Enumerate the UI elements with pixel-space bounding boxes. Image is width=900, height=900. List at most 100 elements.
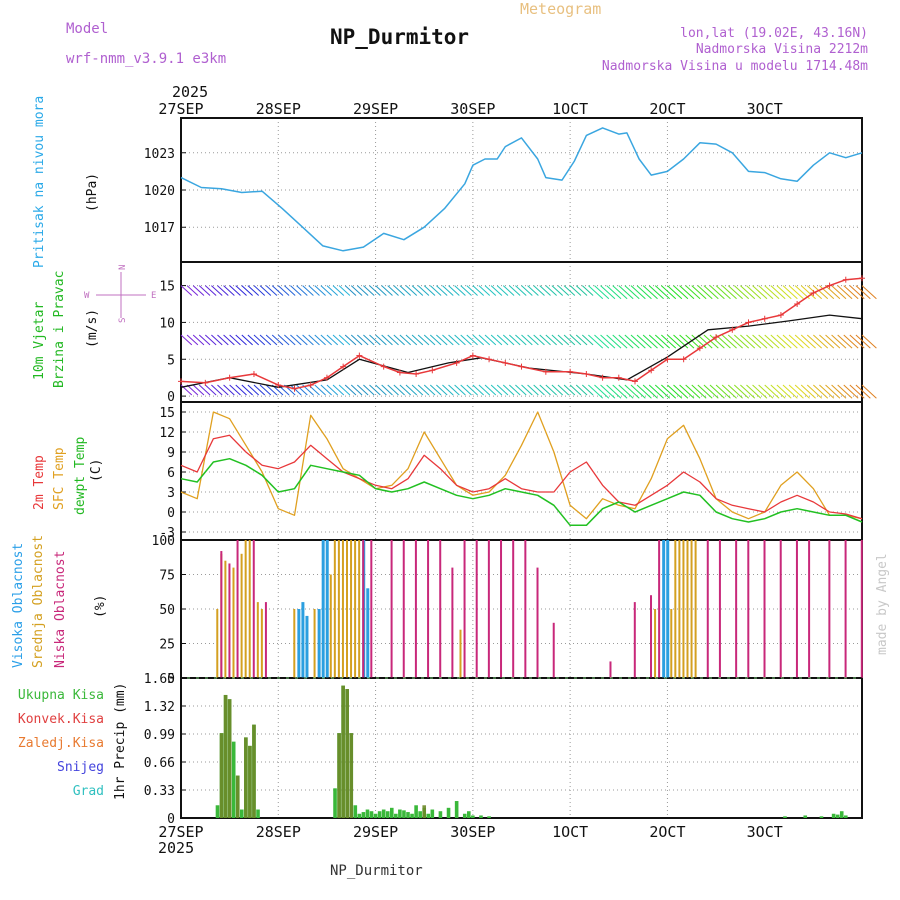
wind-barb <box>338 285 351 296</box>
cloud-bar <box>512 540 515 678</box>
wind-barb <box>198 334 211 346</box>
wind-barb <box>241 285 253 296</box>
cloud-bar <box>662 540 666 678</box>
cloud-label-1: Visoka Oblacnost <box>11 543 26 668</box>
precip-total-bar <box>438 811 443 818</box>
wind-barb <box>697 285 713 300</box>
wind-barb <box>788 285 804 300</box>
wind-barb <box>758 384 774 399</box>
wind-barb <box>624 334 640 349</box>
wind-barb <box>563 334 576 346</box>
cloud-bar <box>763 540 766 678</box>
wind-barb <box>752 384 768 399</box>
y-tick-label: 0 <box>167 812 175 827</box>
wind-barb <box>253 285 266 296</box>
year-bottom: 2025 <box>158 839 194 857</box>
cloud-bar <box>828 540 831 678</box>
wind-barb <box>326 285 339 296</box>
precip-total-bar <box>398 809 402 818</box>
wind-barb <box>454 285 466 296</box>
temp-label-2: SFC Temp <box>52 447 67 510</box>
wind-barb <box>344 334 357 346</box>
wind-barb <box>575 334 588 346</box>
cloud-bar <box>808 540 811 678</box>
panel-1: 0 5 10 15 <box>159 261 863 405</box>
wind-barb <box>746 285 762 300</box>
precip-total-bar <box>353 805 358 818</box>
wind-label-1: 10m Vjetar <box>32 302 47 380</box>
cloud-label-3: Niska Oblacnost <box>53 551 68 668</box>
wind-barb <box>685 334 701 349</box>
wind-barb <box>247 285 260 296</box>
wind-barb <box>247 334 260 346</box>
wind-barb <box>356 285 369 296</box>
wind-barb <box>819 334 835 349</box>
wind-barb <box>454 384 466 396</box>
wind-barb <box>466 285 478 296</box>
precip-legend-item: Zaledj.Kisa <box>18 736 104 751</box>
wind-barb <box>460 334 472 346</box>
cloud-bar <box>678 540 681 678</box>
wind-barb <box>606 285 622 300</box>
wind-barb <box>393 285 405 296</box>
y-tick-label: 1023 <box>144 147 175 162</box>
wind-barb <box>557 285 570 296</box>
wind-barb <box>186 334 199 346</box>
cloud-label-2: Srednja Oblacnost <box>31 535 46 668</box>
wind-barb <box>527 334 539 346</box>
wind-barb <box>825 285 841 300</box>
wind-barb <box>460 384 472 396</box>
wind-barb <box>733 334 750 349</box>
cloud-bar <box>686 540 689 678</box>
wind-barb <box>509 334 521 346</box>
wind-barb <box>630 285 646 300</box>
wind-barb <box>618 285 634 300</box>
wind-barb <box>588 285 604 300</box>
wind-barb <box>399 384 412 396</box>
cloud-bar <box>216 609 219 678</box>
precip-conv-bar <box>227 699 232 818</box>
wind-barb <box>654 384 671 399</box>
wind-barb <box>265 384 278 396</box>
meteogram-label: Meteogram <box>520 0 601 18</box>
precip-total-bar <box>394 813 398 818</box>
wind-barb <box>466 384 478 396</box>
wind-barb <box>417 334 430 346</box>
precip-total-bar <box>256 809 260 818</box>
panel-frame <box>180 677 863 819</box>
cloud-bar <box>609 661 612 678</box>
wind-barb <box>703 285 719 300</box>
wind-barb <box>569 384 582 396</box>
wind-barb <box>855 334 871 349</box>
x-tick-label-bottom: 29SEP <box>353 823 398 841</box>
wind-barb <box>399 334 412 346</box>
wind-barb <box>229 384 241 396</box>
wind-barb <box>581 334 594 346</box>
cloud-bar <box>463 540 466 678</box>
model-label: Model <box>66 21 108 37</box>
wind-barb <box>545 334 557 346</box>
wind-barb <box>211 285 223 296</box>
precip-conv-bar <box>244 737 248 818</box>
wind-barb <box>661 384 677 399</box>
wind-barb <box>515 334 527 346</box>
wind-barb <box>381 285 393 296</box>
wind-barb <box>661 334 677 349</box>
wind-barb <box>806 334 823 349</box>
wind-barb <box>217 285 229 296</box>
precip-total-bar <box>835 814 840 818</box>
wind-barb <box>229 285 241 296</box>
wind-barb <box>265 285 278 296</box>
wind-barb <box>478 285 491 296</box>
wind-barb <box>472 384 484 396</box>
wind-barb <box>344 384 357 396</box>
wind-barb <box>521 384 533 396</box>
wind-barb <box>350 334 363 346</box>
wind-barb <box>247 384 260 396</box>
precip-total-bar <box>839 811 844 818</box>
wind-barb <box>648 334 664 349</box>
wind-key-east: E <box>151 291 156 301</box>
cloud-bar <box>633 602 636 678</box>
cloud-bar <box>220 551 223 678</box>
wind-barb <box>387 384 399 396</box>
